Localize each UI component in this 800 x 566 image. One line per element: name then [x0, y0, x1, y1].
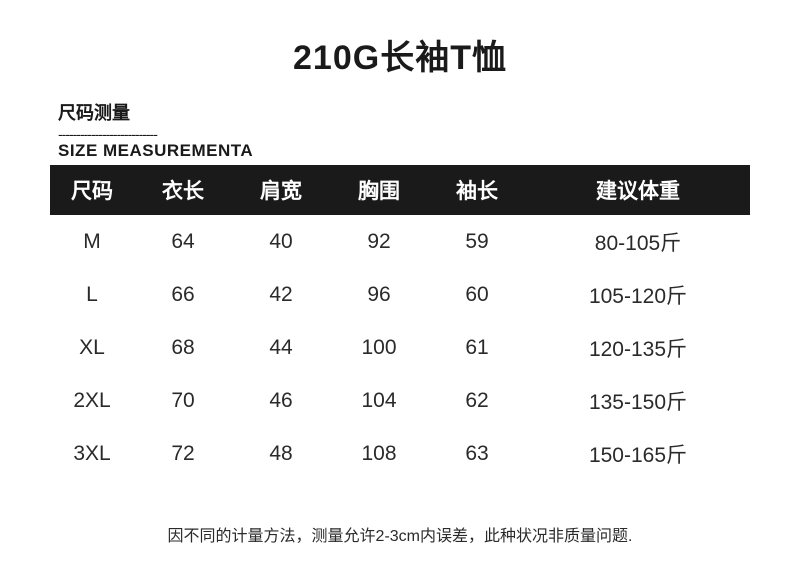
cell-weight: 120-135斤	[526, 321, 750, 374]
table-row: XL 68 44 100 61 120-135斤	[50, 321, 750, 374]
cell-length: 68	[134, 321, 232, 374]
cell-size: M	[50, 215, 134, 268]
cell-shoulder: 46	[232, 374, 330, 427]
cell-length: 70	[134, 374, 232, 427]
cell-chest: 104	[330, 374, 428, 427]
cell-size: L	[50, 268, 134, 321]
cell-sleeve: 59	[428, 215, 526, 268]
size-table: 尺码 衣长 肩宽 胸围 袖长 建议体重 M 64 40 92 59 80-105…	[50, 165, 750, 480]
subtitle-english: SIZE MEASUREMENTA	[58, 141, 750, 161]
cell-chest: 96	[330, 268, 428, 321]
subtitle-chinese: 尺码测量	[58, 103, 750, 125]
cell-sleeve: 63	[428, 427, 526, 480]
cell-length: 66	[134, 268, 232, 321]
table-row: L 66 42 96 60 105-120斤	[50, 268, 750, 321]
cell-size: 3XL	[50, 427, 134, 480]
cell-shoulder: 40	[232, 215, 330, 268]
cell-chest: 92	[330, 215, 428, 268]
cell-length: 64	[134, 215, 232, 268]
table-body: M 64 40 92 59 80-105斤 L 66 42 96 60 105-…	[50, 215, 750, 480]
cell-weight: 150-165斤	[526, 427, 750, 480]
table-header-row: 尺码 衣长 肩宽 胸围 袖长 建议体重	[50, 165, 750, 215]
size-chart-container: 210G长袖T恤 尺码测量 --------------------------…	[0, 0, 800, 566]
cell-weight: 80-105斤	[526, 215, 750, 268]
cell-weight: 105-120斤	[526, 268, 750, 321]
cell-chest: 108	[330, 427, 428, 480]
cell-shoulder: 44	[232, 321, 330, 374]
cell-shoulder: 42	[232, 268, 330, 321]
cell-weight: 135-150斤	[526, 374, 750, 427]
header-weight: 建议体重	[526, 165, 750, 215]
subtitle-block: 尺码测量 --------------------------- SIZE ME…	[58, 103, 750, 161]
header-length: 衣长	[134, 165, 232, 215]
cell-chest: 100	[330, 321, 428, 374]
cell-sleeve: 60	[428, 268, 526, 321]
header-size: 尺码	[50, 165, 134, 215]
subtitle-dashes: ---------------------------	[58, 127, 750, 141]
footnote: 因不同的计量方法，测量允许2-3cm内误差，此种状况非质量问题.	[50, 522, 750, 546]
header-shoulder: 肩宽	[232, 165, 330, 215]
cell-shoulder: 48	[232, 427, 330, 480]
cell-size: XL	[50, 321, 134, 374]
cell-size: 2XL	[50, 374, 134, 427]
cell-sleeve: 62	[428, 374, 526, 427]
table-row: 2XL 70 46 104 62 135-150斤	[50, 374, 750, 427]
header-sleeve: 袖长	[428, 165, 526, 215]
table-row: 3XL 72 48 108 63 150-165斤	[50, 427, 750, 480]
page-title: 210G长袖T恤	[50, 30, 750, 79]
table-row: M 64 40 92 59 80-105斤	[50, 215, 750, 268]
header-chest: 胸围	[330, 165, 428, 215]
cell-sleeve: 61	[428, 321, 526, 374]
cell-length: 72	[134, 427, 232, 480]
